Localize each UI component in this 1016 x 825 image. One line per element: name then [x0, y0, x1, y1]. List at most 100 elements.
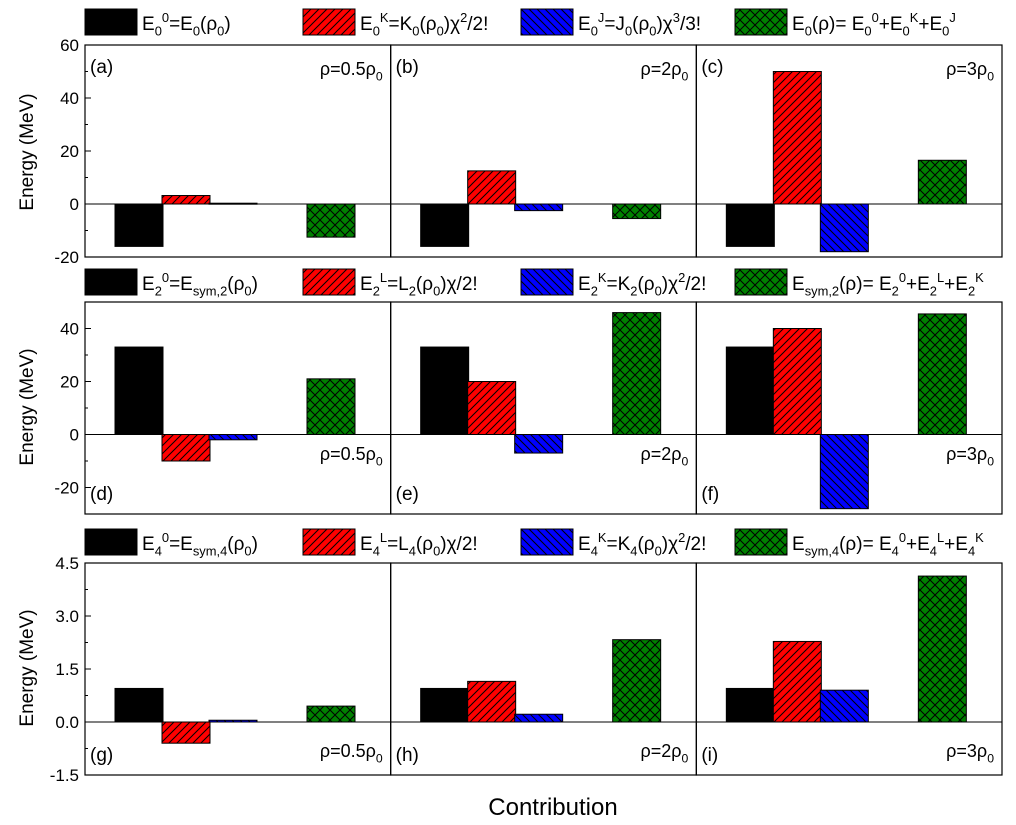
- y-tick-label: 60: [60, 36, 79, 55]
- bar-2: [161, 721, 211, 744]
- y-tick-label: -20: [54, 248, 79, 267]
- panel-density-label: ρ=2ρ0: [641, 741, 689, 765]
- bar-2: [772, 328, 822, 435]
- bar-3: [819, 203, 869, 253]
- bar-1: [725, 346, 775, 435]
- legend-label-3-4: Esym,4(ρ)= E40+E4L+E4K: [792, 530, 984, 559]
- panel-letter: (a): [90, 57, 113, 78]
- panel-c: (c) ρ=3ρ0: [695, 44, 1003, 258]
- legend-label-1-4: E0(ρ)= E00+E0K+E0J: [792, 10, 956, 39]
- bar-1: [114, 346, 164, 435]
- legend-label-2-2: E2L=L2(ρ0)χ/2!: [360, 270, 478, 299]
- panel-letter: (d): [90, 484, 113, 505]
- y-tick-label: 3.0: [55, 607, 79, 626]
- bar-2: [467, 680, 517, 723]
- y-tick-label: 40: [60, 89, 79, 108]
- bar-2: [467, 381, 517, 435]
- y-axis-title-row-1: Energy (MeV): [17, 93, 38, 210]
- panel-letter: (b): [396, 57, 419, 78]
- bar-2: [161, 434, 211, 462]
- bar-4: [917, 575, 967, 723]
- legend-swatch-3-4: [734, 528, 788, 556]
- bar-2: [467, 170, 517, 205]
- panel-letter: (e): [396, 484, 419, 505]
- bar-2: [772, 640, 822, 723]
- legend-swatch-1-2: [302, 8, 356, 36]
- bar-4: [306, 705, 356, 723]
- legend-swatch-3-3: [520, 528, 574, 556]
- panel-frame: [695, 301, 1003, 515]
- legend-label-1-3: E0J=J0(ρ0)χ3/3!: [578, 10, 701, 39]
- panel-letter: (c): [701, 57, 723, 78]
- legend-swatch-1-3: [520, 8, 574, 36]
- panel-density-label: ρ=3ρ0: [946, 741, 994, 765]
- bar-1: [114, 687, 164, 723]
- y-tick-label: 0: [70, 195, 79, 214]
- bar-3: [208, 434, 258, 441]
- y-axis-title-row-3: Energy (MeV): [17, 609, 38, 726]
- bar-4: [306, 378, 356, 436]
- y-tick-label: -1.5: [50, 766, 79, 785]
- panel-density-label: ρ=0.5ρ0: [320, 444, 383, 468]
- panel-e: (e) ρ=2ρ0: [390, 301, 697, 515]
- bar-2: [772, 71, 822, 205]
- legend-swatch-1-4: [734, 8, 788, 36]
- panel-letter: (i): [701, 745, 718, 766]
- panel-letter: (h): [396, 745, 419, 766]
- bar-3: [514, 713, 564, 723]
- y-tick-label: 0: [70, 426, 79, 445]
- bar-3: [208, 719, 258, 723]
- panel-a: -20 0 20 40 60 (a) ρ=0.5ρ0: [54, 36, 392, 267]
- bar-1: [725, 203, 775, 247]
- legend-label-1-2: E0K=K0(ρ0)χ2/2!: [360, 10, 488, 39]
- bar-3: [514, 434, 564, 454]
- bar-1: [420, 203, 470, 247]
- legend-label-3-1: E40=Esym,4(ρ0): [142, 530, 258, 559]
- panel-density-label: ρ=3ρ0: [946, 59, 994, 83]
- panels: -20 0 20 40 60 (a) ρ=0.5ρ0 (b) ρ=2ρ0 (c) ρ=3ρ0 -20 0…: [50, 36, 1003, 785]
- legend-label-2-4: Esym,2(ρ)= E20+E2L+E2K: [792, 270, 984, 299]
- y-tick-label: 0.0: [55, 713, 79, 732]
- panel-g: -1.5 0.0 1.5 3.0 4.5 (g) ρ=0.5ρ0: [50, 554, 392, 785]
- y-tick-label: 4.5: [55, 554, 79, 573]
- legend-swatch-3-1: [84, 528, 138, 556]
- panel-density-label: ρ=2ρ0: [641, 444, 689, 468]
- legend-label-2-1: E20=Esym,2(ρ0): [142, 270, 258, 299]
- bar-1: [420, 346, 470, 435]
- y-tick-label: -20: [54, 479, 79, 498]
- bar-3: [514, 203, 564, 212]
- bar-4: [612, 312, 662, 436]
- panel-letter: (f): [701, 484, 719, 505]
- panel-letter: (g): [90, 745, 113, 766]
- legend: E00=E0(ρ0) E0K=K0(ρ0)χ2/2! E0J=J0(ρ0)χ3/3!…: [84, 8, 984, 559]
- bar-3: [819, 434, 869, 510]
- y-tick-label: 1.5: [55, 660, 79, 679]
- bar-4: [612, 639, 662, 723]
- bar-2: [161, 195, 211, 205]
- panel-b: (b) ρ=2ρ0: [390, 44, 697, 258]
- x-axis-title: Contribution: [488, 794, 617, 821]
- panel-density-label: ρ=2ρ0: [641, 59, 689, 83]
- legend-label-2-3: E2K=K2(ρ0)χ2/2!: [578, 270, 706, 299]
- panel-density-label: ρ=0.5ρ0: [320, 59, 383, 83]
- y-tick-label: 40: [60, 320, 79, 339]
- bar-4: [917, 313, 967, 435]
- legend-swatch-3-2: [302, 528, 356, 556]
- legend-swatch-2-1: [84, 268, 138, 296]
- bar-3: [208, 202, 258, 205]
- legend-swatch-2-4: [734, 268, 788, 296]
- bar-3: [819, 689, 869, 723]
- panel-density-label: ρ=3ρ0: [946, 444, 994, 468]
- bar-1: [420, 687, 470, 723]
- legend-label-3-3: E4K=K4(ρ0)χ2/2!: [578, 530, 706, 559]
- legend-swatch-2-3: [520, 268, 574, 296]
- panel-i: (i) ρ=3ρ0: [695, 562, 1003, 776]
- legend-label-1-1: E00=E0(ρ0): [142, 10, 231, 39]
- bar-4: [306, 203, 356, 238]
- y-tick-label: 20: [60, 142, 79, 161]
- bar-4: [917, 159, 967, 205]
- panel-f: (f) ρ=3ρ0: [695, 301, 1003, 515]
- panel-d: -20 0 20 40 (d) ρ=0.5ρ0: [54, 301, 392, 515]
- bar-1: [725, 687, 775, 723]
